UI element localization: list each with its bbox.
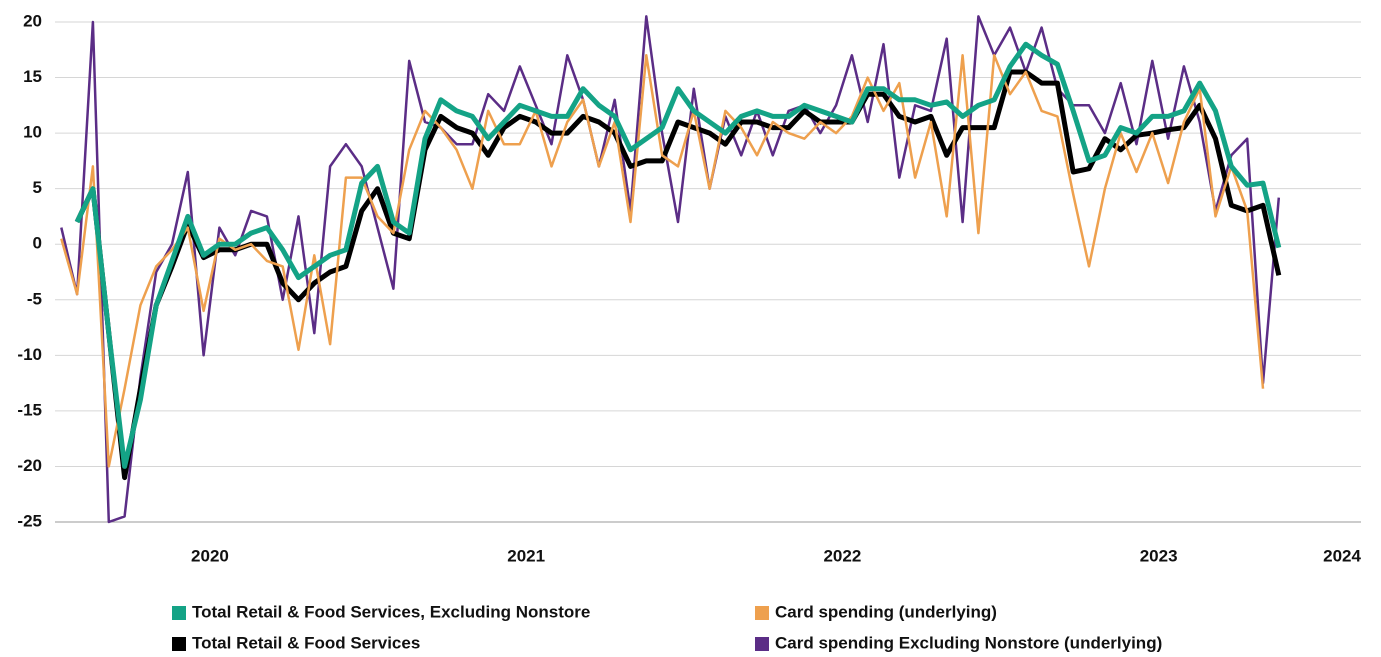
y-tick-label: -10 <box>17 345 42 364</box>
series-line <box>60 15 1281 524</box>
legend-swatch <box>755 606 769 620</box>
legend-label: Total Retail & Food Services <box>192 633 420 652</box>
y-tick-label: 5 <box>33 178 42 197</box>
y-tick-label: -20 <box>17 456 42 475</box>
series-line <box>74 41 1282 469</box>
x-tick-label: 2021 <box>507 546 545 565</box>
x-tick-label: 2024 <box>1323 546 1361 565</box>
series-line <box>74 69 1282 481</box>
y-tick-label: 0 <box>33 234 42 253</box>
x-tick-label: 2023 <box>1140 546 1178 565</box>
y-tick-label: -5 <box>27 289 42 308</box>
legend-label: Card spending Excluding Nonstore (underl… <box>775 633 1162 652</box>
y-tick-label: -15 <box>17 400 42 419</box>
y-tick-label: 10 <box>23 123 42 142</box>
y-tick-label: -25 <box>17 511 42 530</box>
x-tick-label: 2022 <box>823 546 861 565</box>
legend-swatch <box>172 637 186 651</box>
series-line <box>60 54 1265 468</box>
legend-label: Total Retail & Food Services, Excluding … <box>192 602 590 621</box>
x-tick-label: 2020 <box>191 546 229 565</box>
legend-swatch <box>172 606 186 620</box>
legend-label: Card spending (underlying) <box>775 602 997 621</box>
legend-swatch <box>755 637 769 651</box>
y-tick-label: 15 <box>23 67 42 86</box>
y-tick-label: 20 <box>23 11 42 30</box>
